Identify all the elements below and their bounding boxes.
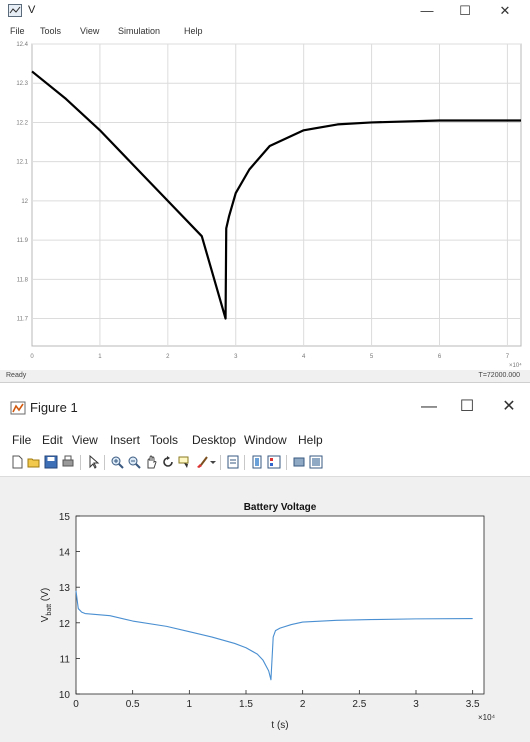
scope-x-tick-label: 2: [166, 354, 170, 360]
scope-menu-tools[interactable]: Tools: [40, 26, 62, 36]
figure-minimize-button[interactable]: —: [421, 398, 437, 415]
scope-y-tick-label: 11.8: [17, 277, 29, 283]
figure-y-tick-label: 14: [59, 548, 71, 559]
print-icon[interactable]: [61, 455, 75, 469]
show-plot-tools-icon[interactable]: [309, 455, 323, 469]
figure-x-exponent: ×10⁴: [478, 713, 496, 722]
figure-x-tick-label: 0.5: [126, 699, 140, 710]
scope-y-tick-label: 12.4: [16, 42, 28, 48]
battery-voltage-line: [75, 590, 473, 681]
figure-plot-title: Battery Voltage: [244, 502, 317, 513]
zoom-out-icon[interactable]: [127, 455, 141, 469]
scope-x-tick-label: 0: [30, 354, 34, 360]
figure-axes-box: [75, 515, 485, 695]
brush-icon[interactable]: [195, 455, 209, 469]
menu-window[interactable]: Window: [244, 433, 287, 447]
scope-status-ready: Ready: [6, 372, 27, 379]
figure-x-tick-label: 2: [300, 699, 306, 710]
legend-icon[interactable]: [267, 455, 281, 469]
scope-app-icon: [8, 4, 22, 17]
scope-x-tick-label: 3: [234, 354, 238, 360]
scope-y-tick-label: 11.9: [17, 238, 29, 244]
figure-menubar: File Edit View Insert Tools Desktop Wind…: [0, 428, 530, 450]
scope-x-exponent: ×10⁴: [509, 362, 522, 369]
menu-help[interactable]: Help: [298, 433, 323, 447]
scope-axes-box: [31, 43, 522, 347]
scope-series-line: [31, 70, 521, 320]
figure-x-tick-label: 3: [413, 699, 419, 710]
maximize-button[interactable]: ☐: [459, 3, 471, 18]
scope-x-tick-label: 5: [370, 354, 374, 360]
scope-y-tick-label: 11.7: [17, 317, 29, 323]
scope-status-bar: Ready T=72000.000: [0, 370, 530, 382]
figure-y-tick-label: 12: [59, 619, 71, 630]
menu-tools[interactable]: Tools: [150, 433, 179, 447]
menu-insert[interactable]: Insert: [110, 433, 141, 447]
new-file-icon[interactable]: [10, 455, 24, 469]
battery-voltage-plot: Battery Voltage 0 0.5 1 1.5 2 2.5 3 3.5 ×10⁴ 10 11 1…: [40, 502, 496, 731]
scope-x-tick-label: 6: [438, 354, 442, 360]
scope-window: V — ☐ ✕ File Tools View Simulation Help …: [0, 0, 530, 383]
scope-y-tick-label: 12.2: [16, 120, 28, 126]
figure-maximize-button[interactable]: ☐: [459, 398, 475, 415]
figure-x-tick-label: 1.5: [239, 699, 253, 710]
figure-x-tick-label: 1: [187, 699, 193, 710]
data-cursor-icon[interactable]: [178, 455, 192, 469]
hide-plot-tools-icon[interactable]: [292, 455, 306, 469]
figure-toolbar: [0, 450, 530, 477]
menu-file[interactable]: File: [12, 433, 32, 447]
figure-window: Figure 1 — ☐ ✕ File Edit View Insert Too…: [0, 388, 530, 742]
scope-x-tick-label: 1: [98, 354, 102, 360]
menu-desktop[interactable]: Desktop: [192, 433, 237, 447]
figure-y-tick-label: 13: [59, 583, 71, 594]
scope-y-tick-label: 12.3: [16, 81, 28, 87]
scope-plot: 0 1 2 3 4 5 6 7×10⁴11.711.811.91212.112.212.312…: [16, 42, 522, 369]
figure-y-tick-label: 15: [59, 512, 71, 523]
close-button[interactable]: ✕: [499, 3, 511, 18]
scope-y-tick-label: 12: [21, 199, 28, 205]
figure-close-button[interactable]: ✕: [502, 398, 516, 415]
scope-y-tick-label: 12.1: [16, 160, 28, 166]
scope-titlebar: V — ☐ ✕: [0, 0, 530, 22]
scope-window-title: V: [28, 4, 36, 16]
figure-y-tick-label: 10: [59, 690, 71, 701]
scope-menubar: File Tools View Simulation Help: [0, 22, 530, 40]
figure-titlebar: Figure 1 — ☐ ✕: [0, 388, 530, 428]
brush-dropdown-icon[interactable]: [210, 455, 216, 469]
scope-x-tick-label: 4: [302, 354, 306, 360]
figure-x-axis-label: t (s): [271, 720, 288, 731]
pan-icon[interactable]: [144, 455, 158, 469]
colorbar-icon[interactable]: [250, 455, 264, 469]
matlab-figure-icon: [10, 401, 26, 415]
scope-menu-help[interactable]: Help: [184, 26, 203, 36]
scope-menu-file[interactable]: File: [10, 26, 25, 36]
minimize-button[interactable]: —: [420, 3, 434, 18]
open-file-icon[interactable]: [27, 455, 41, 469]
menu-edit[interactable]: Edit: [42, 433, 63, 447]
scope-menu-view[interactable]: View: [80, 26, 100, 36]
figure-y-tick-label: 11: [60, 654, 71, 665]
save-icon[interactable]: [44, 455, 58, 469]
figure-x-tick-label: 0: [73, 699, 79, 710]
figure-window-title: Figure 1: [30, 400, 78, 415]
scope-status-time: T=72000.000: [478, 372, 520, 379]
link-icon[interactable]: [226, 455, 240, 469]
zoom-in-icon[interactable]: [110, 455, 124, 469]
scope-menu-simulation[interactable]: Simulation: [118, 26, 161, 36]
pointer-icon[interactable]: [86, 455, 100, 469]
menu-view[interactable]: View: [72, 433, 98, 447]
scope-x-tick-label: 7: [506, 354, 510, 360]
rotate-icon[interactable]: [161, 455, 175, 469]
figure-x-tick-label: 2.5: [352, 699, 366, 710]
figure-y-axis-label: Vbatt (V): [40, 588, 53, 622]
figure-x-tick-label: 3.5: [466, 699, 480, 710]
